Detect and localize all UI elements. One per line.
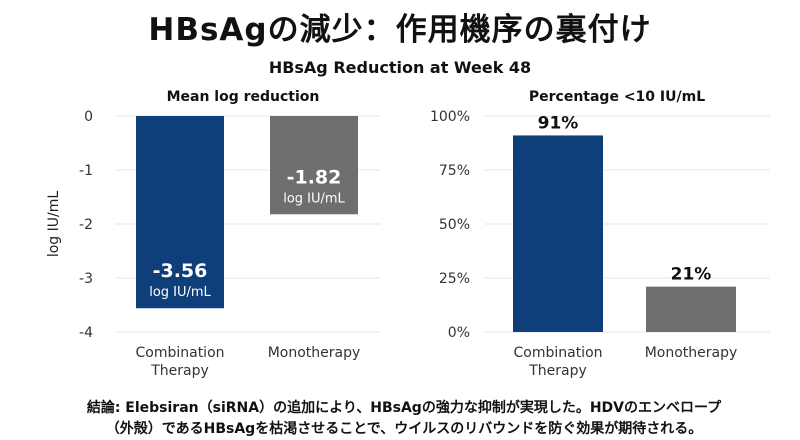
bar-value-label: 21% (671, 265, 712, 285)
bar-combination (513, 135, 603, 332)
bar-value-unit: log IU/mL (149, 285, 211, 300)
bar-combination (136, 116, 224, 309)
y-tick-label: 0 (84, 109, 93, 125)
conclusion-line-2: （外殻）であるHBsAgを枯渇させることで、ウイルスのリバウンドを防ぐ効果が期待… (105, 421, 703, 437)
page-title: HBsAgの減少：作用機序の裏付け (148, 12, 652, 48)
y-tick-label: 25% (439, 271, 470, 287)
y-tick-label: -1 (79, 163, 93, 179)
y-tick-label: 75% (439, 163, 470, 179)
x-category-label: Combination (513, 345, 602, 361)
conclusion-line-1: 結論: Elebsiran（siRNA）の追加により、HBsAgの強力な抑制が実… (86, 400, 722, 416)
x-category-label: Monotherapy (268, 345, 361, 361)
bar-value-unit: log IU/mL (283, 191, 345, 206)
x-category-label: Therapy (150, 363, 209, 379)
chart-subtitle: HBsAg Reduction at Week 48 (268, 58, 532, 77)
panel-title: Mean log reduction (167, 89, 320, 105)
y-tick-label: -3 (79, 271, 93, 287)
y-tick-label: -2 (79, 217, 93, 233)
y-tick-label: -4 (79, 325, 93, 341)
y-tick-label: 50% (439, 217, 470, 233)
bar-monotherapy (646, 286, 736, 332)
bar-value-label: 91% (538, 113, 579, 133)
bar-monotherapy (270, 116, 358, 215)
y-axis-label: log IU/mL (46, 191, 62, 258)
bar-value-label: -1.82 (287, 166, 342, 188)
x-category-label: Combination (135, 345, 224, 361)
x-category-label: Monotherapy (645, 345, 738, 361)
panel-title: Percentage <10 IU/mL (529, 89, 705, 105)
y-tick-label: 0% (448, 325, 470, 341)
bar-value-label: -3.56 (153, 260, 208, 282)
y-tick-label: 100% (430, 109, 470, 125)
conclusion-text: 結論: Elebsiran（siRNA）の追加により、HBsAgの強力な抑制が実… (14, 398, 794, 440)
x-category-label: Therapy (528, 363, 587, 379)
